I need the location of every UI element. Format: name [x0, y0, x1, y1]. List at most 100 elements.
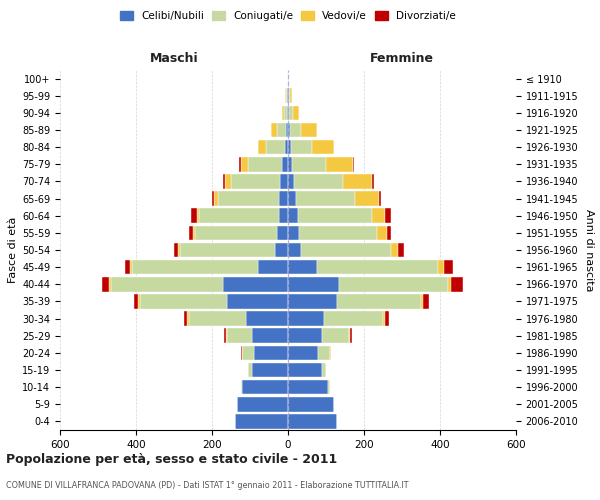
- Bar: [280, 174, 288, 188]
- Bar: [289, 88, 290, 103]
- Bar: [271, 122, 277, 138]
- Bar: [266, 140, 285, 154]
- Bar: [355, 192, 379, 206]
- Bar: [317, 260, 438, 274]
- Bar: [330, 346, 331, 360]
- Bar: [385, 312, 389, 326]
- Bar: [288, 157, 292, 172]
- Legend: Celibi/Nubili, Coniugati/e, Vedovi/e, Divorziati/e: Celibi/Nubili, Coniugati/e, Vedovi/e, Di…: [117, 8, 459, 24]
- Bar: [241, 380, 242, 394]
- Bar: [423, 294, 428, 308]
- Bar: [287, 106, 288, 120]
- Bar: [383, 312, 385, 326]
- Bar: [187, 312, 189, 326]
- Bar: [226, 174, 231, 188]
- Bar: [140, 294, 227, 308]
- Bar: [282, 106, 284, 120]
- Bar: [299, 226, 377, 240]
- Bar: [290, 140, 311, 154]
- Bar: [288, 226, 299, 240]
- Bar: [195, 226, 277, 240]
- Bar: [290, 122, 301, 138]
- Bar: [322, 362, 326, 378]
- Bar: [288, 346, 319, 360]
- Bar: [288, 208, 298, 223]
- Bar: [353, 157, 354, 172]
- Bar: [189, 226, 193, 240]
- Bar: [319, 346, 330, 360]
- Bar: [191, 208, 197, 223]
- Bar: [138, 294, 140, 308]
- Bar: [214, 192, 218, 206]
- Bar: [226, 328, 227, 343]
- Text: Femmine: Femmine: [370, 52, 434, 65]
- Bar: [257, 260, 288, 274]
- Bar: [288, 88, 289, 103]
- Y-axis label: Anni di nascita: Anni di nascita: [584, 209, 594, 291]
- Bar: [444, 260, 454, 274]
- Text: COMUNE DI VILLAFRANCA PADOVANA (PD) - Dati ISTAT 1° gennaio 2011 - Elaborazione : COMUNE DI VILLAFRANCA PADOVANA (PD) - Da…: [6, 481, 409, 490]
- Bar: [277, 122, 286, 138]
- Bar: [239, 157, 241, 172]
- Bar: [259, 140, 266, 154]
- Bar: [286, 88, 287, 103]
- Bar: [102, 277, 109, 291]
- Bar: [448, 277, 451, 291]
- Bar: [288, 174, 294, 188]
- Bar: [301, 242, 391, 258]
- Bar: [285, 140, 288, 154]
- Bar: [212, 192, 214, 206]
- Bar: [340, 277, 448, 291]
- Bar: [322, 328, 349, 343]
- Bar: [224, 328, 226, 343]
- Bar: [236, 397, 288, 411]
- Bar: [288, 294, 337, 308]
- Bar: [242, 346, 254, 360]
- Bar: [178, 242, 180, 258]
- Bar: [350, 328, 352, 343]
- Bar: [199, 208, 278, 223]
- Bar: [254, 346, 288, 360]
- Bar: [288, 277, 340, 291]
- Bar: [288, 397, 334, 411]
- Bar: [112, 277, 223, 291]
- Bar: [326, 157, 353, 172]
- Bar: [223, 174, 226, 188]
- Bar: [278, 208, 288, 223]
- Bar: [301, 122, 317, 138]
- Bar: [385, 208, 391, 223]
- Bar: [184, 312, 187, 326]
- Bar: [231, 174, 280, 188]
- Bar: [180, 242, 275, 258]
- Bar: [296, 192, 355, 206]
- Bar: [288, 242, 301, 258]
- Bar: [288, 122, 290, 138]
- Bar: [288, 106, 289, 120]
- Bar: [130, 260, 132, 274]
- Bar: [275, 242, 288, 258]
- Bar: [292, 157, 326, 172]
- Bar: [252, 362, 288, 378]
- Bar: [174, 242, 178, 258]
- Bar: [288, 362, 322, 378]
- Bar: [278, 192, 288, 206]
- Bar: [288, 260, 317, 274]
- Bar: [438, 260, 444, 274]
- Bar: [283, 157, 288, 172]
- Bar: [189, 312, 246, 326]
- Text: Popolazione per età, sesso e stato civile - 2011: Popolazione per età, sesso e stato civil…: [6, 452, 337, 466]
- Bar: [235, 414, 288, 428]
- Bar: [398, 242, 404, 258]
- Bar: [377, 226, 387, 240]
- Bar: [227, 328, 252, 343]
- Bar: [132, 260, 257, 274]
- Bar: [337, 294, 421, 308]
- Bar: [241, 157, 248, 172]
- Bar: [246, 312, 288, 326]
- Bar: [197, 208, 199, 223]
- Bar: [241, 346, 242, 360]
- Bar: [371, 208, 385, 223]
- Bar: [242, 380, 288, 394]
- Bar: [248, 157, 283, 172]
- Bar: [125, 260, 130, 274]
